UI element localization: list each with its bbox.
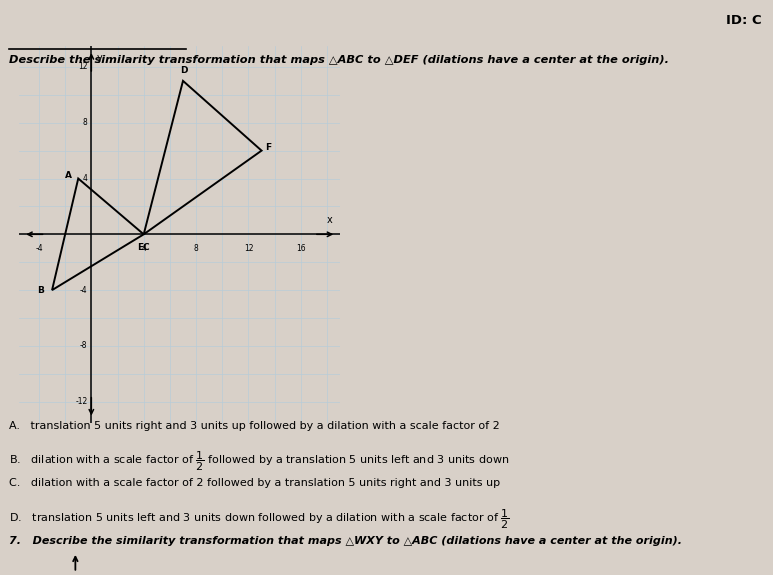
Text: y: y xyxy=(97,53,102,63)
Text: 12: 12 xyxy=(243,244,254,253)
Text: -4: -4 xyxy=(80,286,87,294)
Text: ID: C: ID: C xyxy=(726,14,761,28)
Text: 16: 16 xyxy=(296,244,305,253)
Text: A: A xyxy=(65,171,72,180)
Text: -12: -12 xyxy=(75,397,87,406)
Text: D: D xyxy=(181,66,188,75)
Text: C.   dilation with a scale factor of 2 followed by a translation 5 units right a: C. dilation with a scale factor of 2 fol… xyxy=(9,478,500,488)
Text: 4: 4 xyxy=(83,174,87,183)
Text: 8: 8 xyxy=(194,244,199,253)
Text: -8: -8 xyxy=(80,342,87,350)
Text: F: F xyxy=(265,143,271,152)
Text: D.   translation 5 units left and 3 units down followed by a dilation with a sca: D. translation 5 units left and 3 units … xyxy=(9,507,510,531)
Text: 8: 8 xyxy=(83,118,87,127)
Text: Describe the similarity transformation that maps △ABC to △DEF (dilations have a : Describe the similarity transformation t… xyxy=(9,55,669,64)
Text: -4: -4 xyxy=(35,244,43,253)
Text: B.   dilation with a scale factor of $\dfrac{1}{2}$ followed by a translation 5 : B. dilation with a scale factor of $\dfr… xyxy=(9,450,509,473)
Text: x: x xyxy=(327,214,332,225)
Text: A.   translation 5 units right and 3 units up followed by a dilation with a scal: A. translation 5 units right and 3 units… xyxy=(9,421,500,431)
Text: B: B xyxy=(37,286,44,294)
Text: 7.   Describe the similarity transformation that maps △WXY to △ABC (dilations ha: 7. Describe the similarity transformatio… xyxy=(9,536,683,546)
Text: E: E xyxy=(137,243,143,252)
Text: 4: 4 xyxy=(141,244,146,253)
Text: 12: 12 xyxy=(78,63,87,71)
Text: C: C xyxy=(142,243,149,252)
